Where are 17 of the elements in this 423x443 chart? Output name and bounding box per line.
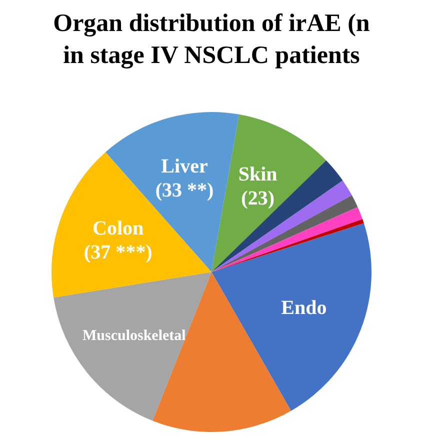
slice-label: Liver [161,156,208,178]
pie-slice [54,272,212,421]
slice-label: Skin [238,163,278,186]
data-label: (37 ***) [84,242,152,264]
pie-slice [212,223,372,411]
pie-slice [212,207,363,272]
slice-label: Endo [281,296,327,319]
data-label: (33 **) [155,180,214,202]
pie-slice [212,180,352,272]
slice-label: Colon [92,218,144,240]
pie-slice [52,152,212,298]
chart-title: Organ distribution of irAE (n in stage IV NSCLC patients [52,9,371,71]
pie-slice [212,160,343,272]
pie-slice [212,114,326,272]
pie-slice [212,219,364,272]
slice-label: Musculoskeletal [82,328,186,344]
data-label: (23) [241,187,275,210]
